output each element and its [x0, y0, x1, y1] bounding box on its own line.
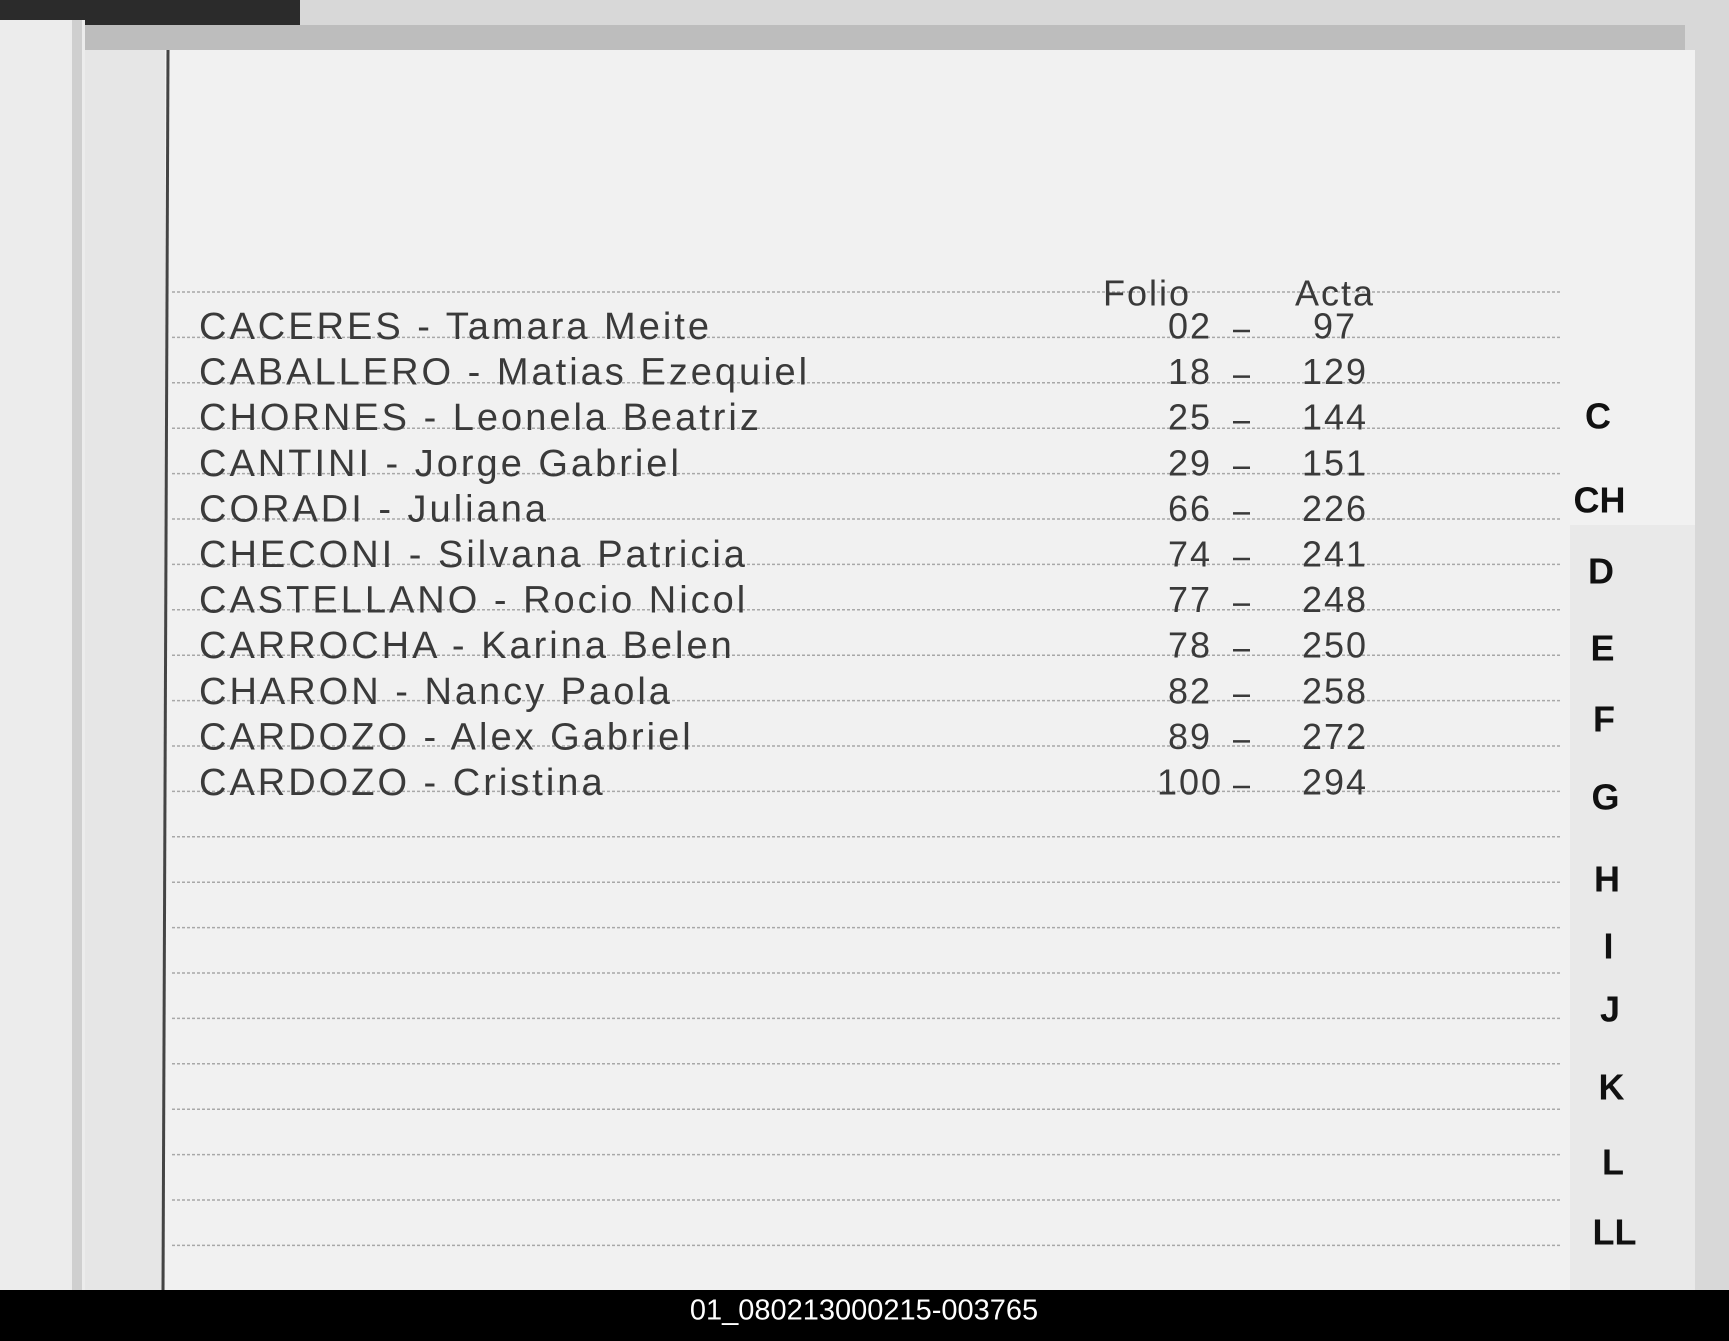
acta-header: Acta — [1295, 273, 1375, 314]
entry-name: CHORNES - Leonela Beatriz — [199, 397, 762, 439]
entry-name: CHECONI - Silvana Patricia — [199, 534, 748, 576]
entry-acta: 272 — [1302, 716, 1368, 757]
entry-folio: 82 — [1168, 670, 1212, 711]
index-tab: I — [1603, 926, 1613, 967]
entry-acta: 144 — [1302, 397, 1368, 438]
entry-acta: 241 — [1302, 534, 1368, 575]
entry-folio: 02 — [1168, 306, 1212, 347]
entry-name: CARROCHA - Karina Belen — [199, 625, 735, 667]
entry-name: CABALLERO - Matias Ezequiel — [199, 352, 810, 394]
entry-acta: 97 — [1313, 306, 1357, 347]
entry-acta: 226 — [1302, 488, 1368, 529]
entry-folio: 25 — [1168, 397, 1212, 438]
entry-folio: 77 — [1168, 579, 1212, 620]
entry-acta: 258 — [1302, 670, 1368, 711]
entry-name: CHARON - Nancy Paola — [199, 671, 673, 713]
entry-folio: 18 — [1168, 351, 1212, 392]
folio-header: Folio — [1103, 273, 1191, 314]
entries: CACERES - Tamara Meite 02 97 CABALLERO - Ma… — [199, 306, 1368, 805]
tab-strip — [1570, 525, 1695, 1290]
entry-name: CANTINI - Jorge Gabriel — [199, 443, 682, 485]
ledger-page — [165, 50, 1695, 1290]
footer-id: 01_080213000215-003765 — [690, 1295, 1038, 1327]
entry-acta: 151 — [1302, 442, 1368, 483]
entry-acta: 248 — [1302, 579, 1368, 620]
ruled-lines — [172, 291, 1560, 1247]
entry-folio: 78 — [1168, 625, 1212, 666]
index-tab: E — [1590, 628, 1614, 669]
entry-acta: 250 — [1302, 625, 1368, 666]
entry-folio: 89 — [1168, 716, 1212, 757]
binding — [72, 20, 82, 1290]
footer-bar — [0, 1290, 1729, 1341]
index-tab: CH — [1574, 480, 1626, 521]
entry-name: CORADI - Juliana — [199, 488, 549, 530]
entry-folio: 100 — [1157, 762, 1223, 803]
index-tab: LL — [1593, 1212, 1637, 1253]
entry-name: CARDOZO - Cristina — [199, 762, 606, 804]
page-fold — [161, 49, 170, 1291]
entry-name: CACERES - Tamara Meite — [199, 306, 712, 348]
index-tab: C — [1585, 396, 1611, 437]
left-page — [0, 20, 85, 1290]
index-tab: H — [1594, 859, 1620, 900]
entry-folio: 74 — [1168, 534, 1212, 575]
entry-acta: 129 — [1302, 351, 1368, 392]
inner-margin — [85, 50, 165, 1290]
entry-name: CASTELLANO - Rocio Nicol — [199, 580, 748, 622]
index-tab: G — [1591, 777, 1619, 818]
entry-folio: 29 — [1168, 442, 1212, 483]
entry-name: CARDOZO - Alex Gabriel — [199, 716, 694, 758]
entry-acta: 294 — [1302, 762, 1368, 803]
index-tab: F — [1593, 699, 1615, 740]
index-tab: K — [1599, 1067, 1625, 1108]
entry-folio: 66 — [1168, 488, 1212, 529]
index-tab: D — [1588, 551, 1614, 592]
index-tab: L — [1602, 1142, 1624, 1183]
index-tab: J — [1600, 989, 1620, 1030]
